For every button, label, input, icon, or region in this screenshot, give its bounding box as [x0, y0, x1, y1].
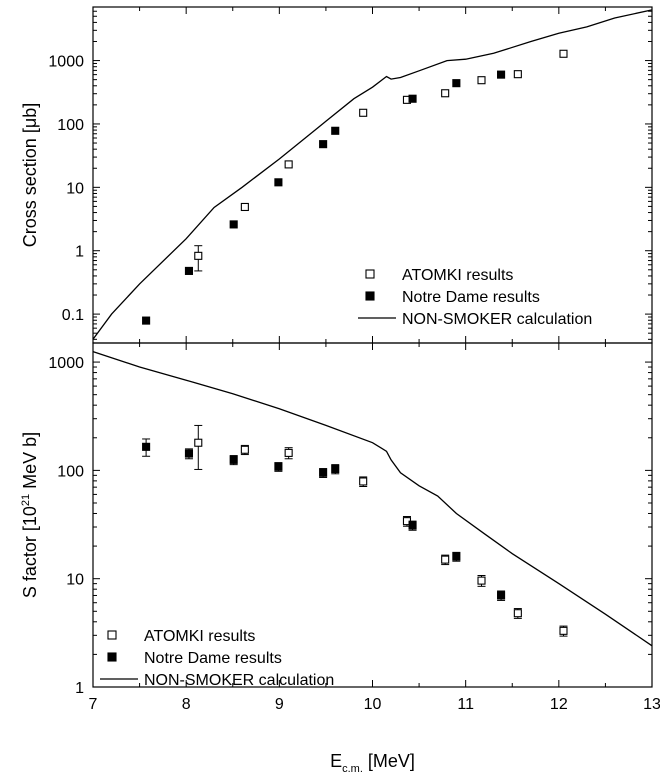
- cross-section-notre-dame-resultspoint: [319, 140, 328, 149]
- s-factor-atomki-resultspoint: [240, 445, 249, 454]
- cross-section-atomki-resultspoint: [477, 76, 486, 85]
- s-factor-y-tick-label: 1: [75, 680, 84, 697]
- cross-section-notre-dame-resultspoint: [497, 70, 506, 79]
- cross-section-y-axis-title: Cross section [μb]: [20, 103, 40, 247]
- cross-section-notre-dame-resultspoint: [408, 94, 417, 103]
- s-factor-x-tick-label: 7: [89, 696, 98, 713]
- s-factor-y-tick-label: 100: [57, 463, 84, 480]
- s-factor-x-tick-label: 8: [182, 696, 191, 713]
- cross-section-legend-label: NON-SMOKER calculation: [402, 311, 592, 328]
- s-factor-x-tick-label: 11: [457, 696, 474, 713]
- s-factor-atomki-resultspoint: [559, 626, 568, 635]
- s-factor-y-tick-label: 10: [66, 572, 84, 589]
- s-factor-panel: 1 10 100 1000 7 8 9 10 11 12 13 Ec.m. [MeV] S factor…: [20, 342, 660, 775]
- cross-section-notre-dame-resultspoint: [184, 266, 194, 275]
- s-factor-notre-dame-resultspoint: [142, 442, 151, 451]
- cross-section-panel: 0.1 1 10 100 1000 Cross section [μb] ATOMKI re…: [20, 6, 653, 344]
- cross-section-legend-label: Notre Dame results: [402, 289, 540, 306]
- s-factor-notre-dame-resultspoint: [319, 468, 328, 477]
- cross-section-y-tick-label: 1000: [48, 54, 84, 71]
- s-factor-notre-dame-resultspoint: [408, 521, 417, 530]
- s-factor-legend-square-symbol: [107, 630, 117, 640]
- cross-section-y-tick-label: 100: [57, 117, 84, 134]
- cross-section-legend-square-symbol: [365, 291, 375, 301]
- s-factor-x-tick-label: 12: [550, 696, 568, 713]
- s-factor-notre-dame-resultspoint: [274, 462, 283, 471]
- s-factor-non-smoker-curve: [92, 350, 653, 647]
- cross-section-notre-dame-resultspoint: [331, 126, 340, 135]
- cross-section-atomki-resultspoint: [513, 70, 522, 79]
- s-factor-atomki-resultspoint: [359, 477, 368, 486]
- s-factor-legend-label: Notre Dame results: [144, 650, 282, 667]
- cross-section-notre-dame-resultspoint: [142, 316, 151, 325]
- cross-section-atomki-resultspoint: [240, 202, 249, 212]
- cross-section-atomki-resultspoint: [559, 49, 568, 58]
- s-factor-atomki-resultspoint: [441, 555, 450, 564]
- s-factor-y-tick-label: 1000: [48, 355, 84, 372]
- cross-section-y-tick-label: 10: [66, 180, 84, 197]
- s-factor-notre-dame-resultspoint: [184, 449, 194, 458]
- s-factor-x-tick-label: 13: [643, 696, 660, 713]
- s-factor-atomki-resultspoint: [284, 448, 293, 457]
- s-factor-notre-dame-resultspoint: [229, 455, 238, 464]
- cross-section-y-tick-label: 1: [75, 244, 84, 261]
- s-factor-y-axis-title: S factor [1021 MeV b]: [20, 432, 40, 598]
- s-factor-atomki-resultspoint: [513, 609, 522, 618]
- cross-section-legend-square-symbol: [365, 269, 375, 279]
- s-factor-notre-dame-resultspoint: [331, 464, 340, 474]
- x-axis-title: Ec.m. [MeV]: [330, 751, 415, 775]
- cross-section-notre-dame-resultspoint: [229, 220, 238, 229]
- cross-section-atomki-resultspoint: [441, 89, 450, 98]
- s-factor-notre-dame-resultspoint: [452, 552, 461, 561]
- cross-section-y-tick-label: 0.1: [62, 307, 84, 324]
- s-factor-atomki-resultspoint: [477, 576, 486, 585]
- s-factor-legend-square-symbol: [107, 652, 117, 662]
- cross-section-notre-dame-resultspoint: [274, 178, 283, 187]
- s-factor-x-tick-label: 9: [275, 696, 284, 713]
- cross-section-atomki-resultspoint: [284, 160, 293, 169]
- s-factor-legend-label: NON-SMOKER calculation: [144, 672, 334, 689]
- s-factor-notre-dame-resultspoint: [497, 591, 506, 600]
- s-factor-x-tick-label: 10: [364, 696, 382, 713]
- cross-section-legend-label: ATOMKI results: [402, 267, 513, 284]
- cross-section-atomki-resultspoint: [359, 108, 368, 117]
- s-factor-atomki-resultspoint: [194, 438, 203, 447]
- cross-section-non-smoker-curve: [92, 9, 653, 340]
- cross-section-notre-dame-resultspoint: [452, 79, 461, 88]
- s-factor-legend-label: ATOMKI results: [144, 628, 255, 645]
- cross-section-atomki-resultspoint: [194, 251, 203, 260]
